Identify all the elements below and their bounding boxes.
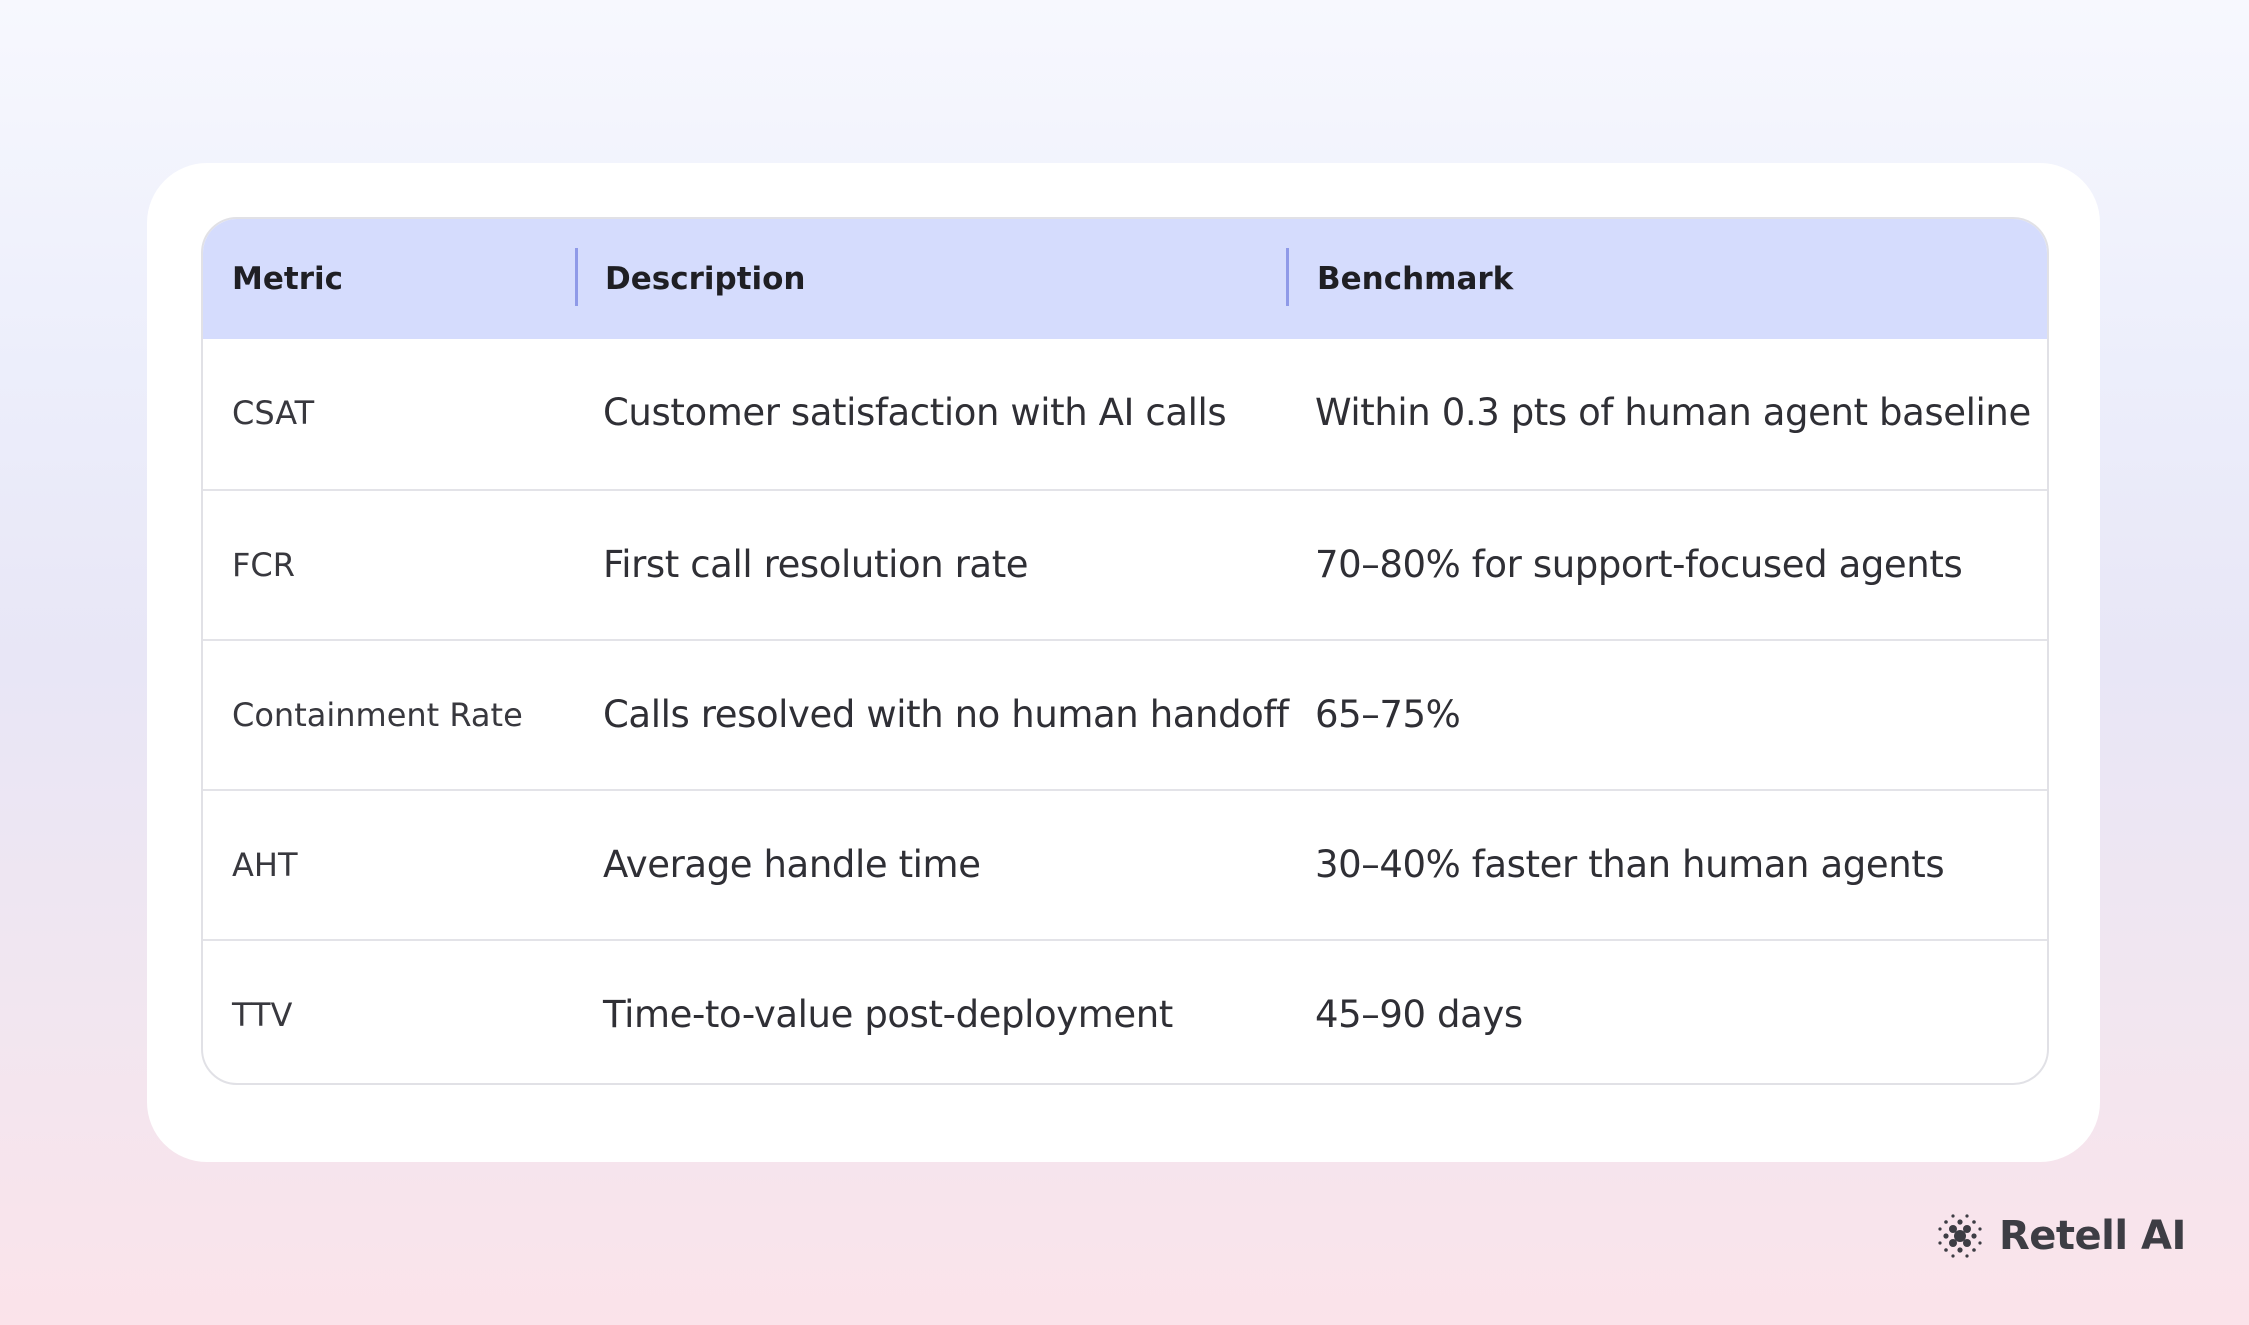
- brand-name: Retell AI: [1999, 1213, 2186, 1259]
- metric-cell: CSAT: [232, 394, 315, 432]
- benchmark-cell: 65–75%: [1315, 693, 1461, 736]
- column-divider: [1286, 248, 1289, 306]
- header-description: Description: [605, 261, 806, 297]
- metric-cell: AHT: [232, 846, 298, 884]
- benchmark-cell: 45–90 days: [1315, 993, 1523, 1036]
- description-cell: Average handle time: [603, 843, 981, 886]
- table-header: Metric Description Benchmark: [203, 219, 2047, 339]
- benchmark-cell: Within 0.3 pts of human agent baseline: [1315, 391, 2031, 434]
- metrics-card: Metric Description Benchmark CSAT Custom…: [147, 163, 2100, 1162]
- description-cell: Customer satisfaction with AI calls: [603, 391, 1227, 434]
- brand-logo: Retell AI: [1937, 1208, 2186, 1264]
- table-row: CSAT Customer satisfaction with AI calls…: [203, 339, 2047, 489]
- table-row: Containment Rate Calls resolved with no …: [203, 639, 2047, 789]
- table-row: AHT Average handle time 30–40% faster th…: [203, 789, 2047, 939]
- description-cell: First call resolution rate: [603, 543, 1029, 586]
- benchmark-cell: 30–40% faster than human agents: [1315, 843, 1945, 886]
- table-row: TTV Time-to-value post-deployment 45–90 …: [203, 939, 2047, 1083]
- description-cell: Time-to-value post-deployment: [603, 993, 1173, 1036]
- metrics-table: Metric Description Benchmark CSAT Custom…: [201, 217, 2049, 1085]
- retell-logo-icon: [1938, 1214, 1982, 1258]
- header-benchmark: Benchmark: [1317, 261, 1514, 297]
- column-divider: [575, 248, 578, 306]
- metric-cell: FCR: [232, 546, 295, 584]
- description-cell: Calls resolved with no human handoff: [603, 693, 1289, 736]
- metric-cell: TTV: [232, 996, 293, 1034]
- header-metric: Metric: [232, 261, 343, 297]
- table-row: FCR First call resolution rate 70–80% fo…: [203, 489, 2047, 639]
- benchmark-cell: 70–80% for support-focused agents: [1315, 543, 1963, 586]
- metric-cell: Containment Rate: [232, 696, 523, 734]
